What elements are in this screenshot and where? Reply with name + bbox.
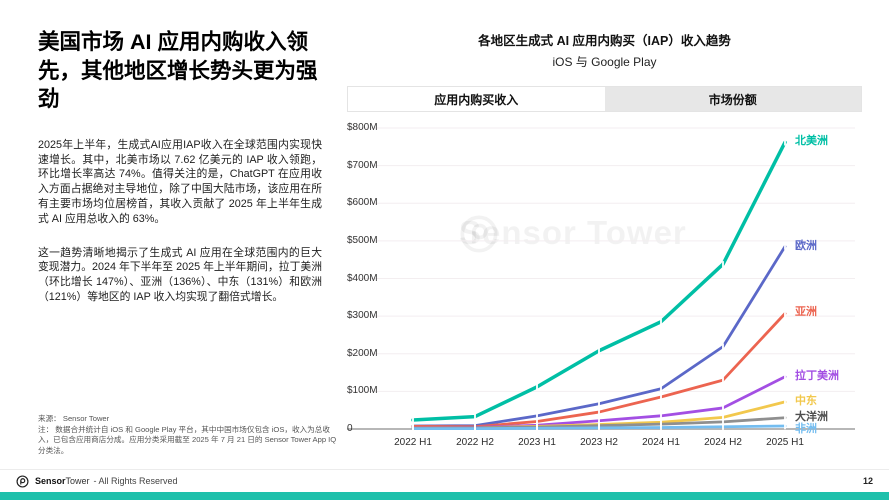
data-point-marker xyxy=(598,424,600,432)
y-axis-label: $300M xyxy=(347,310,378,322)
data-point-marker xyxy=(784,422,786,430)
data-point-marker xyxy=(412,416,414,424)
chart-title-block: 各地区生成式 AI 应用内购买（IAP）收入趋势 iOS 与 Google Pl… xyxy=(347,30,862,70)
x-axis-label: 2022 H2 xyxy=(456,437,494,448)
data-point-marker xyxy=(660,393,662,401)
chart-title: 各地区生成式 AI 应用内购买（IAP）收入趋势 xyxy=(478,34,731,48)
data-point-marker xyxy=(722,423,724,431)
data-point-marker xyxy=(474,413,476,421)
series-line-europe xyxy=(411,245,787,428)
chart-tabs: 应用内购买收入 市场份额 xyxy=(347,86,862,112)
x-axis-label: 2023 H1 xyxy=(518,437,556,448)
line-chart: Sensor Tower $800M $700M $600M $500M $400M $3… xyxy=(347,118,862,458)
x-axis-label: 2024 H2 xyxy=(704,437,742,448)
left-text-panel: 美国市场 AI 应用内购收入领先，其他地区增长势头更为强劲 2025年上半年，生… xyxy=(38,28,322,324)
footer: SensorTower - All Rights Reserved 12 xyxy=(0,469,889,492)
methodology-note: 注： 数据合并统计自 iOS 和 Google Play 平台，其中中国市场仅包… xyxy=(38,424,337,455)
brand-name: SensorTower xyxy=(35,476,90,486)
data-point-marker xyxy=(412,425,414,433)
y-axis-label: 0 xyxy=(347,423,353,434)
rights-text: - All Rights Reserved xyxy=(93,476,178,486)
y-axis-label: $100M xyxy=(347,385,378,397)
data-point-marker xyxy=(784,138,786,146)
page-number: 12 xyxy=(862,476,873,486)
footnote: 来源： Sensor Tower 注： 数据合并统计自 iOS 和 Google… xyxy=(38,414,338,457)
data-point-marker xyxy=(598,400,600,408)
x-axis-label: 2024 H1 xyxy=(642,437,680,448)
data-point-marker xyxy=(536,383,538,391)
data-point-marker xyxy=(536,412,538,420)
data-point-marker xyxy=(660,385,662,393)
x-axis-label: 2025 H1 xyxy=(766,437,804,448)
data-point-marker xyxy=(784,398,786,406)
data-point-marker xyxy=(536,424,538,432)
body-paragraph-2: 这一趋势清晰地揭示了生成式 AI 应用在全球范围内的巨大变现潜力。2024 年下… xyxy=(38,246,322,303)
y-axis-label: $200M xyxy=(347,347,378,359)
body-paragraph-1: 2025年上半年，生成式AI应用IAP收入在全球范围内实现快速增长。其中，北美市… xyxy=(38,138,322,225)
data-point-marker xyxy=(660,318,662,326)
data-point-marker xyxy=(474,425,476,433)
tab-iap-revenue[interactable]: 应用内购买收入 xyxy=(348,87,605,111)
y-axis-label: $700M xyxy=(347,159,378,171)
y-axis-label: $600M xyxy=(347,197,378,209)
data-point-marker xyxy=(722,376,724,384)
data-point-marker xyxy=(722,404,724,412)
chart-subtitle: iOS 与 Google Play xyxy=(552,55,657,69)
series-label-middle-east: 中东 xyxy=(795,394,817,407)
x-axis-label: 2023 H2 xyxy=(580,437,618,448)
data-point-marker xyxy=(784,414,786,422)
data-point-marker xyxy=(784,373,786,381)
tab-market-share[interactable]: 市场份额 xyxy=(604,87,861,111)
sensortower-logo-icon xyxy=(16,474,29,488)
series-label-oceania: 大洋洲 xyxy=(795,410,828,423)
chart-panel: 各地区生成式 AI 应用内购买（IAP）收入趋势 iOS 与 Google Pl… xyxy=(347,0,862,460)
data-point-marker xyxy=(598,347,600,355)
series-label-asia: 亚洲 xyxy=(795,306,817,319)
data-point-marker xyxy=(722,343,724,351)
y-axis-label: $400M xyxy=(347,272,378,284)
series-label-north-america: 北美洲 xyxy=(795,135,828,148)
data-point-marker xyxy=(660,423,662,431)
data-point-marker xyxy=(660,412,662,420)
series-label-africa: 非洲 xyxy=(795,422,817,435)
source-note: 来源： Sensor Tower xyxy=(38,414,110,423)
y-axis-label: $800M xyxy=(347,122,378,133)
brand-accent-bar xyxy=(0,492,889,500)
series-label-europe: 欧洲 xyxy=(795,239,817,252)
page-title: 美国市场 AI 应用内购收入领先，其他地区增长势头更为强劲 xyxy=(38,30,318,112)
chart-canvas xyxy=(347,127,855,433)
x-axis-label: 2022 H1 xyxy=(394,437,432,448)
data-point-marker xyxy=(598,408,600,416)
data-point-marker xyxy=(722,260,724,268)
y-axis-label: $500M xyxy=(347,234,378,246)
data-point-marker xyxy=(784,243,786,251)
series-line-north-america xyxy=(411,140,787,422)
series-label-latin-america: 拉丁美洲 xyxy=(795,369,839,382)
data-point-marker xyxy=(784,309,786,317)
